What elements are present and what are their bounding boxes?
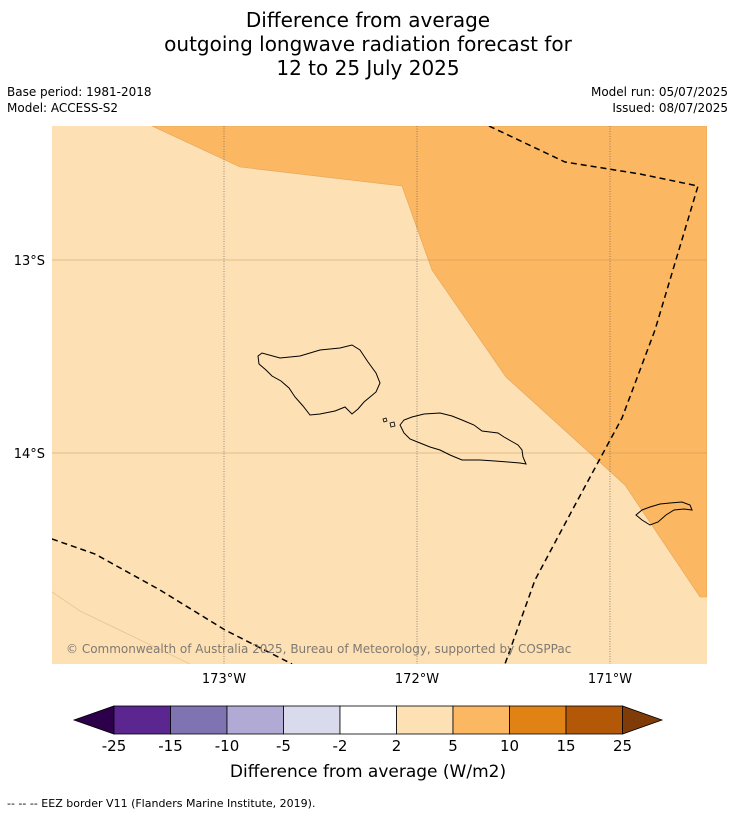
forecast-map[interactable]: © Commonwealth of Australia 2025, Bureau…: [0, 120, 736, 695]
colorbar-tick-label: 5: [448, 737, 458, 755]
lon-label-171w: 171°W: [588, 672, 632, 687]
colorbar-cell: [283, 705, 341, 735]
title-line-1: Difference from average: [245, 8, 491, 32]
colorbar-tick-label: -25: [102, 737, 127, 755]
base-period: Base period: 1981-2018: [7, 85, 152, 99]
colorbar-cell: [452, 705, 510, 735]
lon-label-173w: 173°W: [202, 672, 246, 687]
colorbar-tick-label: -2: [333, 737, 348, 755]
colorbar-tick-label: -15: [158, 737, 183, 755]
colorbar-cell: [339, 705, 397, 735]
contour-line: [52, 591, 191, 664]
colorbar-cell: [226, 705, 284, 735]
issued-date: Issued: 08/07/2025: [612, 101, 728, 115]
meta-left: Base period: 1981-2018 Model: ACCESS-S2: [7, 84, 152, 116]
colorbar-tick-label: -10: [215, 737, 240, 755]
colorbar-under-arrow: [72, 705, 115, 735]
model-run: Model run: 05/07/2025: [590, 85, 728, 99]
colorbar-cell: [113, 705, 171, 735]
title-line-2: outgoing longwave radiation forecast for: [164, 32, 572, 56]
chart-title: Difference from average outgoing longwav…: [0, 8, 736, 80]
colorbar-over-arrow: [622, 705, 664, 735]
tutuila-island: [635, 501, 693, 526]
model-name: Model: ACCESS-S2: [7, 101, 119, 115]
islet-1: [382, 417, 388, 423]
colorbar-cell: [396, 705, 454, 735]
eez-legend: -- -- -- EEZ border V11 (Flanders Marine…: [7, 797, 316, 810]
colorbar-cell: [170, 705, 228, 735]
upolu-island: [399, 412, 527, 465]
colorbar: -25 -15 -10 -5 -2 2 5 10 15 25: [72, 705, 664, 755]
lat-label-14s: 14°S: [14, 447, 45, 462]
colorbar-tick-label: 2: [392, 737, 402, 755]
colorbar-tick-label: -5: [276, 737, 291, 755]
colorbar-tick-label: 25: [613, 737, 632, 755]
copyright-text: © Commonwealth of Australia 2025, Bureau…: [66, 642, 571, 656]
colorbar-cell: [565, 705, 623, 735]
colorbar-label: Difference from average (W/m2): [229, 762, 507, 782]
colorbar-tick-label: 15: [556, 737, 575, 755]
islet-2: [389, 421, 396, 428]
meta-right: Model run: 05/07/2025 Issued: 08/07/2025: [591, 84, 728, 116]
region-5-to-10: [151, 126, 707, 598]
lat-label-13s: 13°S: [14, 254, 45, 269]
colorbar-tick-label: 10: [500, 737, 519, 755]
title-line-3: 12 to 25 July 2025: [276, 56, 460, 80]
savaii-island: [257, 344, 381, 416]
eez-border-south: [52, 538, 293, 664]
lon-label-172w: 172°W: [395, 672, 439, 687]
colorbar-cell: [509, 705, 567, 735]
